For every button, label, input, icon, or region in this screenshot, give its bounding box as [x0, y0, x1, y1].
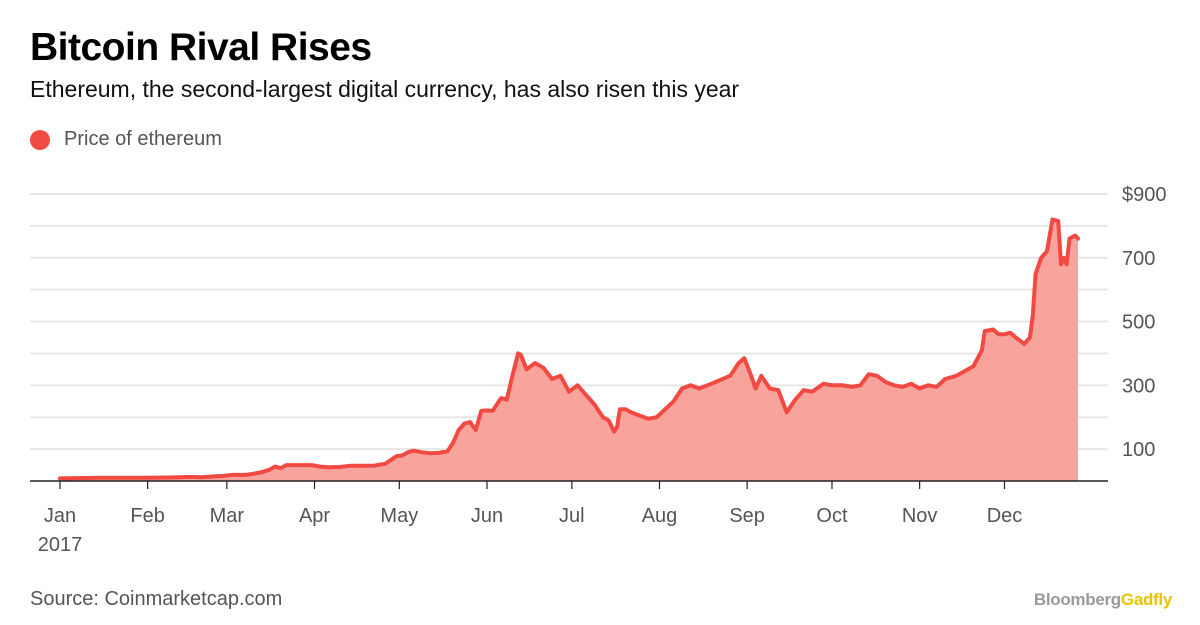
x-tick-label: Apr	[299, 505, 330, 527]
x-tick-label: Sep	[729, 505, 765, 527]
x-tick-label: Jun	[471, 505, 503, 527]
chart-subtitle: Ethereum, the second-largest digital cur…	[30, 76, 740, 102]
x-tick-label: Aug	[642, 505, 678, 527]
y-tick-label: $900	[1122, 184, 1167, 206]
x-tick-label: Mar	[210, 505, 245, 527]
y-tick-label: 700	[1122, 248, 1155, 270]
x-tick-label: Nov	[902, 505, 938, 527]
x-tick-label: Dec	[987, 505, 1023, 527]
legend-marker	[30, 129, 50, 150]
brand-logo-part1: Bloomberg	[1033, 590, 1121, 609]
brand-logo-part2: Gadfly	[1120, 590, 1172, 609]
source-note: Source: Coinmarketcap.com	[30, 588, 283, 610]
x-tick-label: May	[380, 505, 418, 527]
x-tick-sublabel: 2017	[38, 534, 83, 556]
chart-title: Bitcoin Rival Rises	[30, 26, 372, 69]
y-tick-label: 500	[1122, 312, 1155, 334]
brand-logo: BloombergGadfly	[1034, 590, 1172, 610]
y-tick-label: 100	[1122, 439, 1155, 461]
x-tick-label: Feb	[130, 505, 164, 527]
series-line	[58, 217, 1080, 481]
chart-legend: Price of ethereum	[30, 128, 222, 151]
legend-label: Price of ethereum	[64, 128, 222, 150]
series-area	[60, 219, 1078, 481]
x-tick-label: Jan	[44, 505, 76, 527]
x-tick-label: Jul	[559, 505, 585, 527]
y-tick-label: 300	[1122, 375, 1155, 397]
x-tick-label: Oct	[816, 505, 848, 527]
